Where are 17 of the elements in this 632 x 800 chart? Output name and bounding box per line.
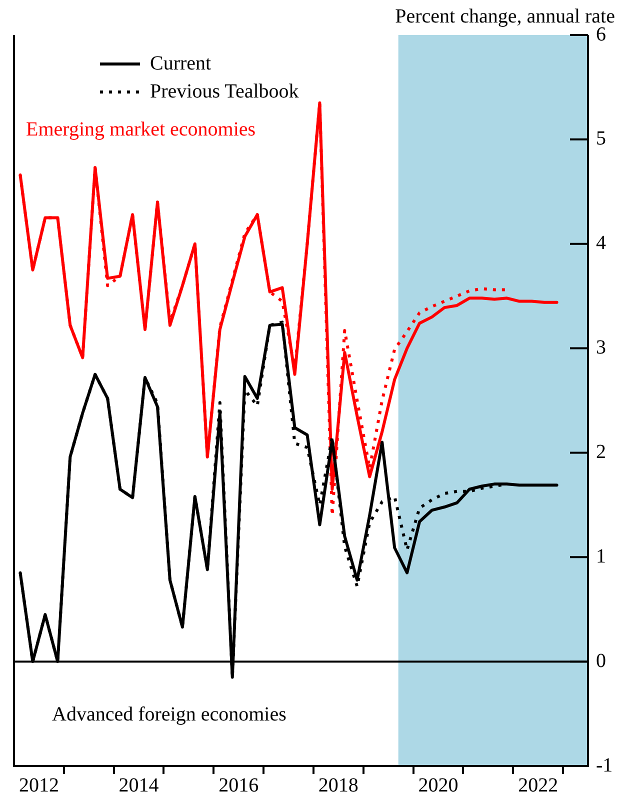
x-tick-label: 2020 bbox=[418, 774, 458, 796]
x-tick-label: 2018 bbox=[318, 774, 358, 796]
legend-label: Previous Tealbook bbox=[150, 80, 299, 102]
x-tick-label: 2012 bbox=[18, 774, 59, 796]
x-tick-label: 2022 bbox=[518, 774, 558, 796]
y-tick-label: 2 bbox=[596, 440, 606, 463]
y-tick-label: 5 bbox=[596, 128, 606, 150]
y-tick-label: 3 bbox=[596, 336, 606, 359]
y-tick-label: -1 bbox=[596, 754, 613, 776]
x-tick-label: 2016 bbox=[218, 774, 259, 796]
y-tick-label: 4 bbox=[596, 232, 606, 254]
y-tick-label: 0 bbox=[596, 650, 606, 672]
x-tick-label: 2014 bbox=[118, 774, 159, 796]
annotation: Emerging market economies bbox=[26, 118, 256, 140]
y-tick-label: 1 bbox=[596, 545, 606, 568]
annotation: Advanced foreign economies bbox=[52, 703, 287, 726]
legend-label: Current bbox=[150, 52, 212, 74]
